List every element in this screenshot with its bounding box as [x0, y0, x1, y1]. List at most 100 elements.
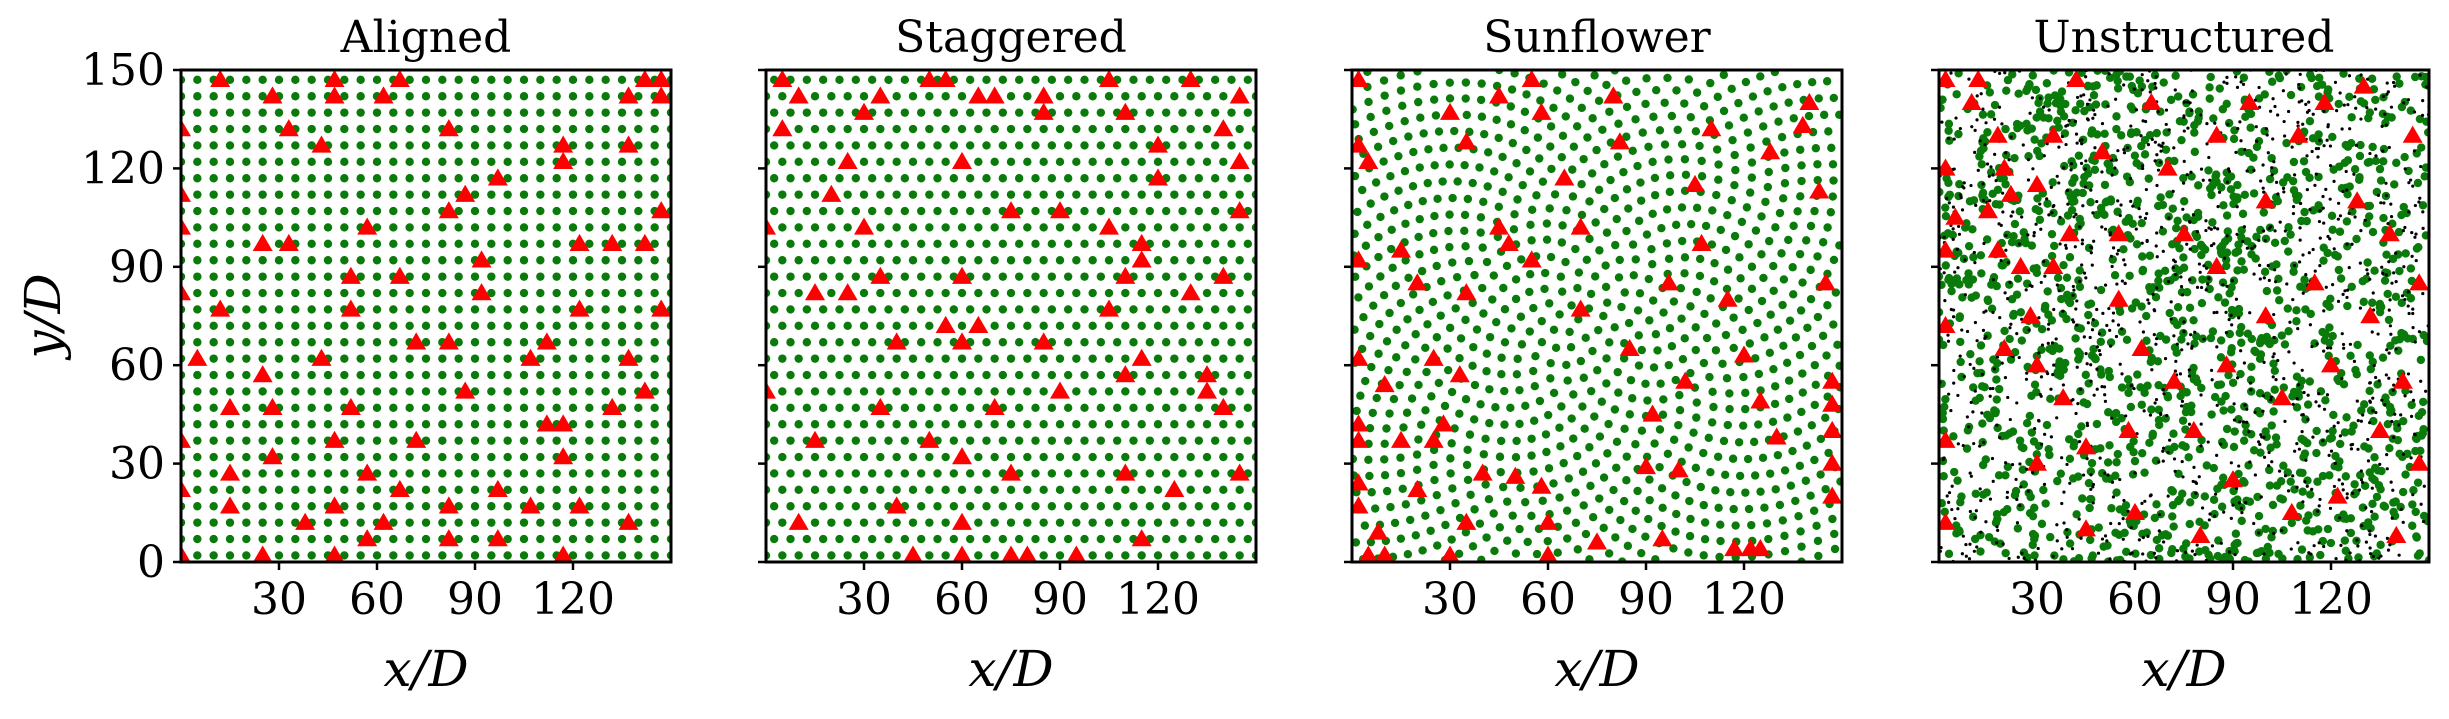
- grid-point-marker: [1515, 524, 1524, 534]
- grid-point-marker: [634, 256, 643, 265]
- triangle-marker: [1358, 151, 1379, 170]
- grid-point-marker: [1096, 469, 1106, 478]
- grid-point-marker: [925, 223, 934, 232]
- grid-point-marker: [1785, 316, 1795, 325]
- grid-point-marker: [291, 321, 300, 331]
- grid-point-marker: [1571, 488, 1580, 497]
- grid-point-marker: [1749, 437, 1759, 447]
- grid-point-marker: [1549, 388, 1559, 398]
- grid-point-marker: [2171, 224, 2181, 233]
- grid-point-marker: [209, 436, 218, 445]
- grid-point-marker: [794, 223, 803, 232]
- grid-point-marker: [2074, 429, 2083, 439]
- triangle-marker: [1538, 545, 1558, 562]
- grid-point-marker: [2053, 370, 2062, 379]
- grid-point-marker: [1161, 305, 1171, 314]
- grid-point-marker: [2017, 336, 2027, 345]
- triangle-marker: [471, 283, 492, 301]
- grid-point-marker: [519, 305, 529, 314]
- grid-point-marker: [2208, 218, 2217, 227]
- grid-point-marker: [2375, 299, 2385, 309]
- grid-point-marker: [1047, 174, 1057, 183]
- grid-point-marker: [2390, 180, 2399, 189]
- grid-point-marker: [1023, 256, 1032, 265]
- grid-point-marker: [1739, 113, 1748, 122]
- grid-point-marker: [585, 223, 594, 232]
- grid-point-marker: [2037, 325, 2047, 334]
- grid-point-marker: [2393, 435, 2403, 445]
- grid-point-marker: [1088, 354, 1097, 363]
- grid-point-marker: [786, 338, 795, 347]
- grid-point-marker: [1153, 518, 1163, 527]
- grid-point-marker: [1992, 395, 2001, 404]
- grid-point-marker: [1112, 502, 1122, 511]
- grid-point-marker: [2270, 385, 2279, 394]
- grid-point-marker: [827, 157, 836, 167]
- grid-point-marker: [2067, 197, 2077, 207]
- grid-point-marker: [2374, 481, 2384, 490]
- grid-point-marker: [810, 354, 820, 363]
- grid-point-marker: [1047, 141, 1057, 150]
- mesh-point-marker: [2153, 309, 2157, 313]
- grid-point-marker: [2350, 490, 2359, 499]
- grid-point-marker: [2169, 429, 2178, 438]
- triangle-marker: [1017, 545, 1037, 562]
- grid-point-marker: [1738, 325, 1747, 335]
- grid-point-marker: [2418, 397, 2428, 407]
- grid-point-marker: [900, 305, 910, 314]
- mesh-point-marker: [2264, 127, 2269, 131]
- grid-point-marker: [941, 518, 950, 527]
- grid-point-marker: [1464, 256, 1474, 266]
- grid-point-marker: [438, 370, 447, 380]
- grid-point-marker: [421, 534, 431, 544]
- grid-point-marker: [503, 469, 512, 478]
- grid-point-marker: [291, 370, 300, 380]
- grid-point-marker: [2371, 95, 2380, 105]
- grid-point-marker: [389, 174, 398, 183]
- mesh-point-marker: [2192, 465, 2196, 469]
- grid-point-marker: [1145, 502, 1155, 511]
- grid-point-marker: [2340, 536, 2350, 545]
- grid-point-marker: [2215, 84, 2224, 93]
- grid-point-marker: [519, 92, 529, 101]
- grid-point-marker: [1063, 403, 1073, 413]
- grid-point-marker: [1506, 403, 1515, 413]
- grid-point-marker: [1599, 523, 1608, 533]
- mesh-point-marker: [2406, 372, 2411, 376]
- grid-point-marker: [892, 551, 901, 560]
- triangle-marker: [1352, 473, 1369, 491]
- grid-point-marker: [1500, 386, 1509, 396]
- grid-point-marker: [2001, 124, 2010, 134]
- grid-point-marker: [1778, 194, 1788, 203]
- grid-point-marker: [1488, 295, 1497, 304]
- grid-point-marker: [421, 338, 431, 347]
- grid-point-marker: [487, 502, 496, 511]
- grid-point-marker: [2270, 366, 2280, 375]
- mesh-point-marker: [2039, 442, 2044, 446]
- triangle-marker: [1531, 102, 1552, 120]
- triangle-marker: [602, 397, 623, 416]
- grid-point-marker: [454, 370, 463, 380]
- grid-point-marker: [1495, 523, 1505, 532]
- grid-point-marker: [1737, 217, 1747, 227]
- grid-point-marker: [2365, 351, 2374, 360]
- grid-point-marker: [1219, 387, 1228, 396]
- grid-point-marker: [1235, 452, 1244, 462]
- grid-point-marker: [470, 157, 480, 167]
- grid-point-marker: [982, 370, 991, 380]
- grid-point-marker: [933, 272, 942, 281]
- grid-point-marker: [1631, 440, 1640, 449]
- grid-point-marker: [209, 288, 218, 298]
- grid-point-marker: [1461, 242, 1470, 251]
- grid-point-marker: [356, 141, 365, 150]
- grid-point-marker: [916, 174, 926, 183]
- grid-point-marker: [908, 354, 918, 363]
- grid-point-marker: [2075, 214, 2084, 224]
- grid-point-marker: [242, 223, 251, 232]
- grid-point-marker: [1655, 462, 1664, 472]
- triangle-marker: [340, 266, 361, 284]
- grid-point-marker: [908, 124, 918, 134]
- grid-point-marker: [1055, 157, 1065, 167]
- grid-point-marker: [2168, 204, 2178, 213]
- grid-point-marker: [274, 469, 284, 478]
